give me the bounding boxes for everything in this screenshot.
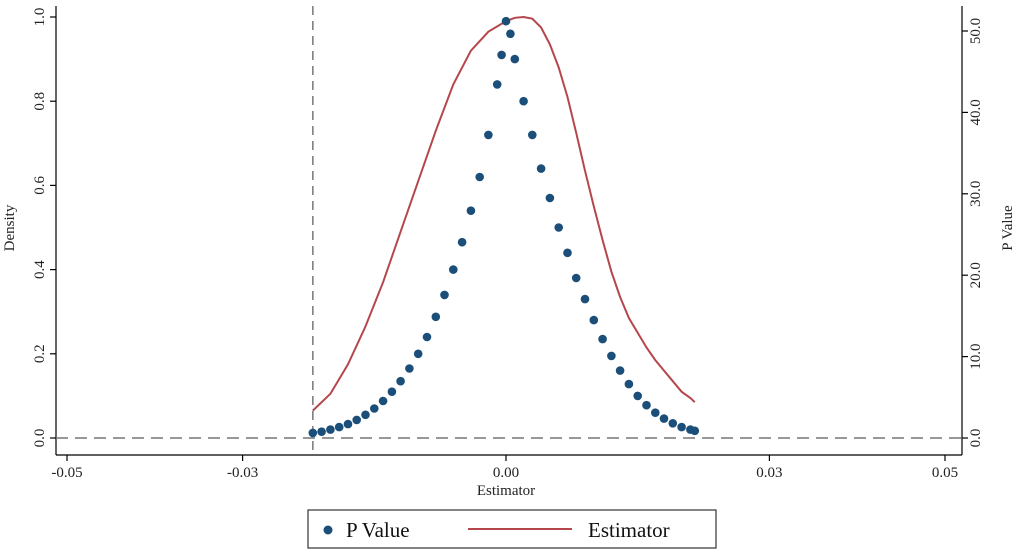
p-value-point [615,366,625,375]
y-tick-label: 0.6 [32,176,48,195]
p-value-point [449,265,458,274]
x-axis-title: Estimator [477,483,535,499]
legend-p-value-marker [323,525,333,535]
x-ticks: -0.05 -0.03 0.00 0.03 0.05 [51,455,958,481]
p-value-point [334,422,344,432]
p-value-point [422,332,432,342]
p-value-point [506,29,515,39]
p-value-point [317,427,326,437]
p-value-point [370,404,379,413]
p-value-point [690,426,700,436]
p-value-point [651,408,660,418]
p-value-point [440,290,449,300]
y-ticks-left: 0.0 0.2 0.4 0.6 0.8 1.0 [32,8,56,448]
p-value-point [492,80,502,89]
y2-tick-label: 10.0 [968,343,984,369]
p-value-point [624,379,634,389]
legend-p-value-label: P Value [346,518,410,542]
p-value-point [545,193,555,203]
p-value-point [396,376,405,386]
p-value-point [589,315,599,325]
p-value-series-points [308,16,700,438]
p-value-point [413,349,423,359]
p-value-point [484,130,493,140]
y2-tick-label: 40.0 [968,99,984,125]
p-value-point [501,16,511,26]
y-tick-label: 0.4 [32,260,48,279]
p-value-point [475,172,485,182]
y-tick-label: 0.8 [32,92,48,111]
y-tick-label: 0.2 [32,344,48,363]
p-value-point [326,425,335,434]
p-value-point [497,50,506,60]
p-value-point [563,248,572,258]
p-value-point [536,164,546,173]
p-value-point [457,237,467,247]
p-value-point [633,391,642,401]
p-value-point [378,396,388,406]
p-value-point [431,312,441,322]
legend-estimator-label: Estimator [588,518,670,542]
legend: P Value Estimator [307,509,717,549]
p-value-point [571,273,581,283]
y2-tick-label: 30.0 [968,181,984,207]
p-value-point [580,294,590,304]
y-ticks-right: 0.0 10.0 20.0 30.0 40.0 50.0 [962,18,984,448]
p-value-point [308,428,318,438]
y2-tick-label: 0.0 [968,429,984,448]
y2-tick-label: 20.0 [968,262,984,288]
p-value-point [405,364,414,373]
y-tick-label: 1.0 [32,8,48,27]
p-value-point [554,223,563,232]
y-tick-label: 0.0 [32,429,48,448]
x-tick-label: -0.05 [51,465,82,481]
x-tick-label: 0.03 [756,465,782,481]
p-value-point [466,206,476,215]
y2-tick-label: 50.0 [968,18,984,44]
p-value-point [677,422,686,432]
p-value-point [352,415,362,425]
y-axis-title: Density [2,204,18,251]
p-value-point [343,419,353,429]
x-tick-label: 0.00 [493,465,519,481]
p-value-point [510,54,520,64]
p-value-point [659,414,669,423]
p-value-point [607,351,616,361]
x-tick-label: -0.03 [227,465,258,481]
p-value-point [642,400,651,410]
p-value-point [387,387,397,397]
p-value-point [519,96,528,106]
x-tick-label: 0.05 [932,465,958,481]
p-value-point [361,410,370,420]
p-value-point [598,334,607,344]
estimator-series-line [312,15,696,412]
y2-axis-title: P Value [1000,205,1016,251]
p-value-point [528,130,537,140]
p-value-point [668,419,678,428]
